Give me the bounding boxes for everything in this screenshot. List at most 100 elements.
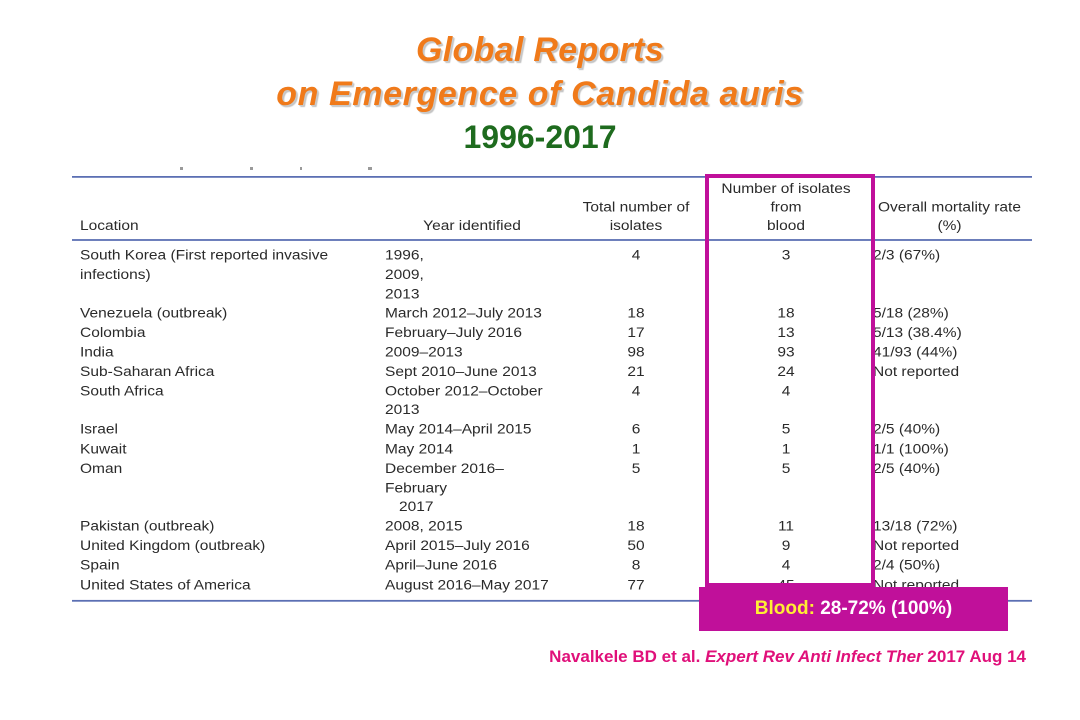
cell-year: March 2012–July 2013 <box>377 304 565 323</box>
cell-mortality: 5/13 (38.4%) <box>873 325 962 341</box>
cell-blood: 3 <box>781 247 791 264</box>
cell-year: April–June 2016 <box>377 556 565 575</box>
cell-mortality: 2/3 (67%) <box>873 247 941 264</box>
cell-location: South Africa <box>80 383 164 399</box>
cell-year: May 2014 <box>377 440 565 459</box>
cell-mortality: Not reported <box>873 364 960 380</box>
cell-mortality <box>865 382 1032 421</box>
cell-year-line: December 2016–February <box>385 461 504 496</box>
table-row: Colombia February–July 2016 17 13 5/13 (38.4… <box>72 324 1032 343</box>
cell-location: Colombia <box>80 325 146 341</box>
cell-year: May 2014–April 2015 <box>377 421 565 440</box>
cell-mortality: 2/5 (40%) <box>873 422 941 438</box>
cell-year-line: April 2015–July 2016 <box>385 538 530 554</box>
cell-year-line: October 2012–October 2013 <box>385 383 543 419</box>
header-location: Location <box>80 218 139 234</box>
blood-summary-value: 28-72% (100%) <box>814 598 953 619</box>
blood-summary-banner: Blood: 28-72% (100%) <box>699 587 1008 631</box>
cell-blood: 4 <box>781 383 791 399</box>
table-row: Kuwait May 2014 1 1 1/1 (100%) <box>72 440 1032 459</box>
table-row: India 2009–2013 98 93 41/93 (44%) <box>72 343 1032 362</box>
cell-location: Oman <box>80 461 123 477</box>
table-row: Sub-Saharan Africa Sept 2010–June 2013 21 2… <box>72 362 1032 381</box>
cell-year-line: 1996, <box>385 247 424 264</box>
header-mortality-line-1: Overall mortality rate <box>878 199 1021 216</box>
cell-total: 21 <box>627 364 645 380</box>
cell-year: 1996, 2009, 2013 <box>377 240 565 304</box>
cell-year-line: May 2014 <box>385 441 454 457</box>
header-mortality: Overall mortality rate (%) <box>865 177 1032 240</box>
cell-total: 77 <box>627 577 645 593</box>
cell-year-line: March 2012–July 2013 <box>385 306 542 322</box>
cell-year-line: May 2014–April 2015 <box>385 422 532 438</box>
cell-mortality: Not reported <box>873 538 960 554</box>
cell-total: 5 <box>631 461 641 477</box>
cell-location: South Korea (First reported invasive inf… <box>80 247 329 283</box>
cell-location: United Kingdom (outbreak) <box>80 538 266 554</box>
table-body: South Korea (First reported invasive inf… <box>72 240 1032 602</box>
table-row: South Korea (First reported invasive inf… <box>72 240 1032 304</box>
cell-year-line: 2009, <box>385 267 424 283</box>
cell-total: 6 <box>631 422 641 438</box>
table-row: United Kingdom (outbreak) April 2015–July… <box>72 537 1032 556</box>
cell-year-line: 2017 <box>399 499 434 515</box>
header-blood: Number of isolates from blood <box>705 177 865 240</box>
table-row: Israel May 2014–April 2015 6 5 2/5 (40%) <box>72 421 1032 440</box>
cell-blood: 18 <box>777 306 795 322</box>
cell-year-line: August 2016–May 2017 <box>385 577 549 593</box>
cell-blood: 5 <box>781 461 791 477</box>
table-row: Oman December 2016–February 2017 5 5 2/5 (40%… <box>72 459 1032 517</box>
cell-location: Israel <box>80 422 118 438</box>
cell-blood: 24 <box>777 364 795 380</box>
header-mortality-line-2: (%) <box>937 218 962 234</box>
cell-year: April 2015–July 2016 <box>377 537 565 556</box>
table-row: Pakistan (outbreak) 2008, 2015 18 11 13/18 (… <box>72 517 1032 536</box>
cell-location: Pakistan (outbreak) <box>80 519 215 535</box>
cell-blood: 11 <box>777 519 795 535</box>
table-row: Venezuela (outbreak) March 2012–July 2013… <box>72 304 1032 323</box>
cell-year: December 2016–February 2017 <box>377 459 565 517</box>
cell-location: Kuwait <box>80 441 127 457</box>
cell-year: 2009–2013 <box>377 343 565 362</box>
cell-total: 18 <box>627 306 645 322</box>
cell-total: 4 <box>631 383 641 399</box>
title-line-2: on Emergence of Candida auris <box>276 75 804 113</box>
title-years: 1996-2017 <box>463 119 617 155</box>
cell-total: 17 <box>627 325 645 341</box>
cell-blood: 9 <box>781 538 791 554</box>
cell-total: 4 <box>631 247 641 264</box>
cell-blood: 93 <box>777 344 795 360</box>
cell-year-line: 2013 <box>385 286 420 302</box>
citation: Navalkele BD et al. Expert Rev Anti Infe… <box>549 647 1026 667</box>
cell-location: Sub-Saharan Africa <box>80 364 215 380</box>
cell-location: Spain <box>80 557 120 574</box>
cell-mortality: 41/93 (44%) <box>873 344 958 360</box>
cell-total: 98 <box>627 344 645 360</box>
cell-year-line: February–July 2016 <box>385 325 522 341</box>
cell-mortality: 2/4 (50%) <box>873 557 941 574</box>
cell-mortality: 5/18 (28%) <box>873 306 949 322</box>
header-blood-line-2: blood <box>767 218 805 234</box>
cell-year-line: 2009–2013 <box>385 344 463 360</box>
header-total: Total number of isolates <box>565 177 705 240</box>
cell-blood: 5 <box>781 422 791 438</box>
cell-location: Venezuela (outbreak) <box>80 306 228 322</box>
cell-year: February–July 2016 <box>377 324 565 343</box>
cell-year-line: 2008, 2015 <box>385 519 463 535</box>
reports-table: Location Year identified Total number of… <box>72 176 1032 602</box>
cell-mortality: 1/1 (100%) <box>873 441 949 457</box>
cell-location: United States of America <box>80 577 251 593</box>
cell-total: 50 <box>627 538 645 554</box>
header-total-line-2: isolates <box>609 218 663 234</box>
cell-total: 18 <box>627 519 645 535</box>
blood-summary-label: Blood: <box>754 598 815 619</box>
header-total-line-1: Total number of <box>582 199 690 216</box>
cell-mortality: 2/5 (40%) <box>873 461 941 477</box>
cell-mortality: 13/18 (72%) <box>873 519 958 535</box>
cell-location: India <box>80 344 114 360</box>
citation-authors: Navalkele BD et al. <box>549 647 706 666</box>
scan-artifact <box>180 167 372 173</box>
cell-year: August 2016–May 2017 <box>377 576 565 602</box>
table-row: South Africa October 2012–October 2013 4 4 <box>72 382 1032 421</box>
table-header-row: Location Year identified Total number of… <box>72 176 1032 240</box>
